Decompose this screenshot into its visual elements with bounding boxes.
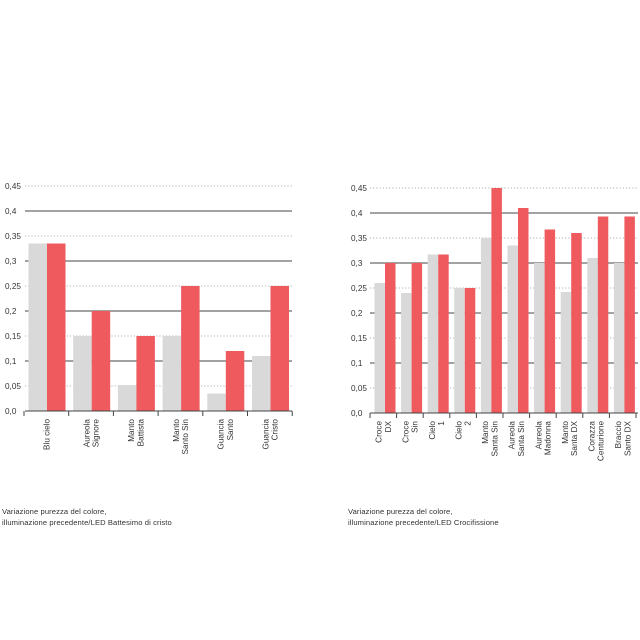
x-tick-label: Centurione bbox=[597, 421, 606, 462]
bar-led-4 bbox=[225, 351, 245, 411]
bar-led-0 bbox=[47, 243, 66, 411]
bar-led-2 bbox=[136, 336, 155, 411]
bar-precedente-8 bbox=[587, 258, 598, 413]
bar-precedente-5 bbox=[507, 245, 518, 413]
y-tick-label: 0,0 bbox=[5, 407, 17, 416]
x-tick-label: Croce bbox=[401, 421, 410, 443]
x-tick-label: Santo Sin bbox=[181, 419, 190, 455]
bar-precedente-4 bbox=[207, 393, 226, 411]
x-tick-label: Croce bbox=[375, 421, 384, 443]
x-tick-label: Corazza bbox=[588, 421, 597, 452]
caption-crocifissione-line2: illuminazione precedente/LED Crocifissio… bbox=[348, 518, 499, 527]
x-tick-label: Aureola bbox=[82, 419, 91, 448]
x-tick-label: Guancia bbox=[261, 419, 270, 450]
bar-precedente-2 bbox=[117, 385, 137, 411]
bar-precedente-0 bbox=[374, 283, 385, 413]
x-tick-label: Manto bbox=[172, 419, 181, 442]
bar-led-0 bbox=[385, 263, 396, 413]
y-tick-label: 0,4 bbox=[5, 207, 17, 216]
y-tick-label: 0,0 bbox=[351, 409, 363, 418]
x-tick-label: Signore bbox=[92, 419, 101, 448]
bar-led-1 bbox=[91, 311, 111, 411]
bar-precedente-1 bbox=[73, 336, 92, 411]
bar-led-7 bbox=[571, 233, 582, 413]
x-tick-label: Manto bbox=[561, 421, 570, 444]
x-tick-label: Aureola bbox=[534, 421, 543, 450]
y-tick-label: 0,3 bbox=[5, 257, 17, 266]
bar-precedente-3 bbox=[454, 288, 465, 413]
x-tick-label: Blu cielo bbox=[42, 419, 51, 450]
y-tick-label: 0,25 bbox=[351, 284, 367, 293]
x-tick-label: Aureola bbox=[508, 421, 517, 450]
y-tick-label: 0,15 bbox=[5, 332, 21, 341]
y-tick-label: 0,35 bbox=[5, 232, 21, 241]
bar-precedente-7 bbox=[560, 292, 572, 413]
bar-precedente-2 bbox=[427, 254, 439, 413]
bar-led-5 bbox=[518, 208, 529, 413]
bar-led-9 bbox=[624, 216, 635, 413]
bar-precedente-9 bbox=[613, 263, 625, 413]
bar-precedente-3 bbox=[162, 336, 182, 411]
bar-led-5 bbox=[270, 286, 289, 411]
y-tick-label: 0,05 bbox=[351, 384, 367, 393]
bar-led-1 bbox=[411, 263, 423, 413]
x-tick-label: DX bbox=[384, 420, 393, 432]
y-tick-label: 0,15 bbox=[351, 334, 367, 343]
x-tick-label: Santa DX bbox=[570, 420, 579, 456]
bar-led-8 bbox=[597, 216, 609, 413]
bar-precedente-4 bbox=[480, 238, 492, 413]
bar-led-3 bbox=[181, 286, 200, 411]
x-tick-label: Santo bbox=[226, 419, 235, 441]
x-tick-label: Santa Sin bbox=[490, 421, 499, 457]
x-tick-label: Santa Sin bbox=[517, 421, 526, 457]
bar-precedente-1 bbox=[401, 293, 412, 413]
bar-led-4 bbox=[491, 188, 502, 413]
x-tick-label: Cielo bbox=[428, 421, 437, 440]
x-tick-label: Battista bbox=[136, 419, 145, 447]
y-tick-label: 0,1 bbox=[351, 359, 363, 368]
x-tick-label: Cristo bbox=[270, 419, 279, 441]
bar-precedente-5 bbox=[252, 356, 271, 411]
y-tick-label: 0,45 bbox=[5, 182, 21, 191]
bar-led-3 bbox=[464, 288, 476, 413]
caption-crocifissione: Variazione purezza del colore, illuminaz… bbox=[348, 506, 499, 528]
caption-battesimo-line2: illuminazione precedente/LED Battesimo d… bbox=[2, 518, 172, 527]
caption-crocifissione-line1: Variazione purezza del colore, bbox=[348, 507, 453, 516]
bar-precedente-0 bbox=[28, 243, 47, 411]
x-tick-label: Braccio bbox=[614, 421, 623, 449]
x-tick-label: Santo DX bbox=[623, 420, 632, 456]
caption-battesimo: Variazione purezza del colore, illuminaz… bbox=[2, 506, 172, 528]
x-tick-label: Manto bbox=[481, 421, 490, 444]
y-tick-label: 0,35 bbox=[351, 234, 367, 243]
x-tick-label: Madonna bbox=[544, 421, 553, 456]
y-tick-label: 0,25 bbox=[5, 282, 21, 291]
bar-led-2 bbox=[438, 254, 449, 413]
y-tick-label: 0,2 bbox=[5, 307, 17, 316]
caption-battesimo-line1: Variazione purezza del colore, bbox=[2, 507, 107, 516]
x-tick-label: Manto bbox=[127, 419, 136, 442]
y-tick-label: 0,05 bbox=[5, 382, 21, 391]
x-tick-label: Sin bbox=[411, 421, 420, 433]
y-tick-label: 0,1 bbox=[5, 357, 17, 366]
x-tick-label: 2 bbox=[464, 421, 473, 426]
bar-led-6 bbox=[544, 229, 556, 413]
bar-precedente-6 bbox=[534, 263, 545, 413]
x-tick-label: 1 bbox=[437, 421, 446, 426]
x-tick-label: Guancia bbox=[217, 419, 226, 450]
y-tick-label: 0,3 bbox=[351, 259, 363, 268]
y-tick-label: 0,4 bbox=[351, 209, 363, 218]
y-tick-label: 0,2 bbox=[351, 309, 363, 318]
x-tick-label: Cielo bbox=[455, 421, 464, 440]
y-tick-label: 0,45 bbox=[351, 184, 367, 193]
